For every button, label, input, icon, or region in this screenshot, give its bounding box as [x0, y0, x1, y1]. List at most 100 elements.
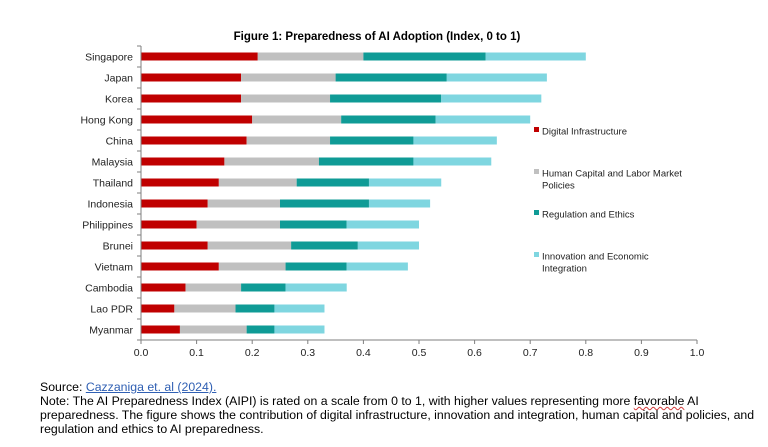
x-tick-label: 0.2 — [245, 347, 260, 359]
bar-segment — [435, 115, 531, 124]
bar-segment — [241, 73, 336, 82]
note-text-after: AI preparedness. The figure shows the co… — [40, 394, 755, 436]
category-label: Philippines — [82, 219, 133, 231]
legend-label: Human Capital and Labor Market Policies — [542, 169, 682, 192]
category-label: Lao PDR — [90, 303, 133, 315]
legend: Digital Infrastructure Human Capital and … — [534, 127, 682, 275]
bar-segment — [185, 283, 242, 292]
bar-segment — [296, 178, 369, 187]
bar-segment — [413, 157, 492, 166]
bar-segment — [141, 325, 180, 334]
bar-segment — [280, 199, 369, 208]
category-label: Korea — [105, 93, 133, 105]
legend-label: Regulation and Ethics — [542, 210, 635, 221]
bar-segment — [207, 199, 280, 208]
bar-segment — [141, 241, 208, 250]
x-tick-label: 0.0 — [134, 347, 149, 359]
bar-segment — [241, 94, 331, 103]
x-tick-label: 0.9 — [634, 347, 649, 359]
x-tick-label: 0.3 — [300, 347, 315, 359]
bar-segment — [357, 241, 419, 250]
legend-swatch — [534, 127, 539, 132]
note-underlined-word: favorable — [633, 394, 685, 408]
bar-segment — [257, 52, 364, 61]
bar-segment — [141, 220, 197, 229]
bar-segment — [280, 220, 347, 229]
bar-segment — [246, 136, 331, 145]
x-tick-label: 0.5 — [412, 347, 427, 359]
bar-segment — [141, 178, 219, 187]
legend-label: Innovation and Economic Integration — [542, 252, 649, 275]
bar-segment — [141, 115, 253, 124]
category-label: China — [106, 135, 134, 147]
bar-segment — [179, 325, 247, 334]
x-tick-label: 0.7 — [523, 347, 538, 359]
source-link[interactable]: Cazzaniga et. al (2024). — [85, 380, 217, 394]
category-label: Hong Kong — [80, 114, 133, 126]
legend-swatch — [534, 252, 539, 257]
note-paragraph: Note: The AI Preparedness Index (AIPI) i… — [40, 394, 760, 436]
bar-segment — [368, 199, 431, 208]
bar-segment — [141, 304, 175, 313]
bar-segment — [330, 94, 442, 103]
bar-segment — [252, 115, 342, 124]
axes-group: 0.0 0.1 0.2 0.3 0.4 0.5 0.6 0.7 0.8 0.9 1.0 — [134, 45, 705, 359]
source-label: Source: — [40, 380, 83, 394]
bar-segment — [335, 73, 447, 82]
bar-segment — [346, 220, 419, 229]
bar-segment — [363, 52, 486, 61]
category-label: Indonesia — [87, 198, 133, 210]
notes-block: Source: Cazzaniga et. al (2024). Note: T… — [40, 380, 760, 436]
category-label: Cambodia — [85, 282, 133, 294]
category-label: Thailand — [93, 177, 133, 189]
x-tick-label: 0.8 — [578, 347, 593, 359]
stacked-bar-chart: Figure 1: Preparedness of AI Adoption (I… — [80, 31, 705, 359]
category-label: Malaysia — [92, 156, 134, 168]
bar-segment — [141, 94, 242, 103]
bar-segment — [141, 136, 247, 145]
source-line: Source: Cazzaniga et. al (2024). — [40, 380, 760, 394]
bar-segment — [341, 115, 436, 124]
bar-segment — [224, 157, 319, 166]
x-tick-label: 0.6 — [467, 347, 482, 359]
category-label: Singapore — [85, 51, 133, 63]
chart-title: Figure 1: Preparedness of AI Adoption (I… — [234, 31, 521, 43]
bar-segment — [141, 283, 186, 292]
x-tick-label: 1.0 — [690, 347, 705, 359]
bar-segment — [368, 178, 442, 187]
bar-segment — [141, 157, 225, 166]
bar-segment — [141, 262, 219, 271]
x-tick-label: 0.4 — [356, 347, 371, 359]
bar-segment — [274, 304, 325, 313]
legend-swatch — [534, 169, 539, 174]
legend-label: Digital Infrastructure — [542, 127, 627, 138]
bar-segment — [346, 262, 408, 271]
note-text-before: The AI Preparedness Index (AIPI) is rate… — [72, 394, 631, 408]
bar-segment — [441, 94, 542, 103]
bar-segment — [235, 304, 275, 313]
bar-segment — [207, 241, 292, 250]
bar-segment — [330, 136, 414, 145]
bar-segment — [196, 220, 280, 229]
category-label: Japan — [104, 72, 133, 84]
bar-segment — [174, 304, 236, 313]
bar-segment — [218, 262, 286, 271]
bar-segment — [246, 325, 275, 334]
bar-segment — [446, 73, 547, 82]
bar-segment — [485, 52, 586, 61]
bars-group — [141, 52, 586, 334]
bar-segment — [141, 73, 242, 82]
bar-segment — [241, 283, 286, 292]
note-label: Note: — [40, 394, 70, 408]
bar-segment — [318, 157, 414, 166]
bar-segment — [413, 136, 497, 145]
category-label: Vietnam — [95, 261, 134, 273]
bar-segment — [141, 52, 258, 61]
category-label: Myanmar — [89, 324, 133, 336]
bar-segment — [285, 283, 347, 292]
bar-segment — [285, 262, 347, 271]
bar-segment — [141, 199, 208, 208]
bar-segment — [291, 241, 358, 250]
bar-segment — [218, 178, 297, 187]
legend-swatch — [534, 210, 539, 215]
